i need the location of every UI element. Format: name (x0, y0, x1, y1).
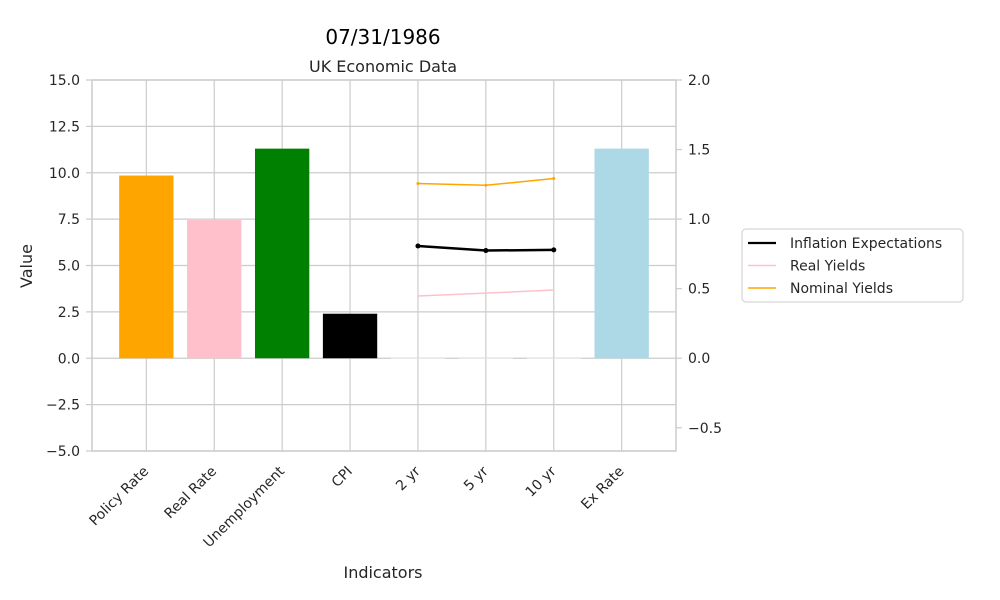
right-tick-label: 1.5 (688, 143, 710, 159)
chart-suptitle: 07/31/1986 (325, 25, 440, 49)
x-axis-label: Indicators (343, 563, 422, 582)
right-tick-label: 1.0 (688, 212, 710, 228)
x-tick-label: CPI (329, 464, 356, 491)
bar-series (119, 148, 649, 359)
chart-title: UK Economic Data (309, 57, 457, 76)
left-tick-label: 0.0 (58, 351, 80, 367)
legend-label-nominal-yields: Nominal Yields (790, 281, 893, 297)
left-tick-label: 7.5 (58, 212, 80, 228)
bar-unemployment (254, 148, 310, 359)
x-tick-label: 5 yr (461, 463, 492, 494)
left-tick-label: −2.5 (46, 398, 80, 414)
x-tick-label: 10 yr (523, 463, 560, 500)
bar-10-yr (526, 358, 581, 359)
y-axis-label: Value (17, 244, 36, 288)
left-tick-label: 10.0 (49, 166, 80, 182)
point-inflation-expectations (483, 248, 489, 254)
bar-cpi (322, 313, 378, 359)
legend-box (741, 228, 964, 303)
point-nominal-yields (416, 181, 420, 185)
right-tick-label: 0.0 (688, 351, 710, 367)
left-tick-label: 12.5 (49, 119, 80, 135)
right-tick-label: 2.0 (688, 73, 710, 89)
line-series (415, 176, 557, 297)
x-tick-label: 2 yr (393, 463, 424, 494)
grid (92, 79, 676, 452)
x-tick-label: Ex Rate (578, 464, 627, 513)
bar-policy-rate (119, 175, 174, 359)
bar-ex-rate (594, 148, 649, 359)
left-axis-ticks: −5.0 −2.5 0.0 2.5 5.0 7.5 10.0 12.5 15.0 (46, 73, 92, 460)
x-tick-label: Policy Rate (87, 464, 153, 530)
bar-5-yr (458, 358, 514, 359)
left-tick-label: −5.0 (46, 444, 80, 460)
point-inflation-expectations (415, 243, 421, 249)
legend-label-real-yields: Real Yields (790, 259, 865, 275)
right-tick-label: 0.5 (688, 282, 710, 298)
point-inflation-expectations (551, 247, 557, 253)
left-tick-label: 15.0 (49, 73, 80, 89)
x-tick-label: Real Rate (162, 464, 221, 523)
line-real-yields (417, 289, 554, 297)
point-nominal-yields (552, 176, 556, 180)
bar-2-yr (390, 358, 446, 359)
legend-label-inflation-expectations: Inflation Expectations (790, 236, 942, 252)
left-tick-label: 2.5 (58, 305, 80, 321)
right-axis-ticks: −0.5 0.0 0.5 1.0 1.5 2.0 (676, 73, 722, 437)
left-tick-label: 5.0 (58, 259, 80, 275)
right-tick-label: −0.5 (688, 421, 722, 437)
point-nominal-yields (484, 183, 488, 187)
bar-real-rate (187, 220, 242, 359)
legend: Inflation Expectations Real Yields Nominal… (741, 228, 964, 303)
